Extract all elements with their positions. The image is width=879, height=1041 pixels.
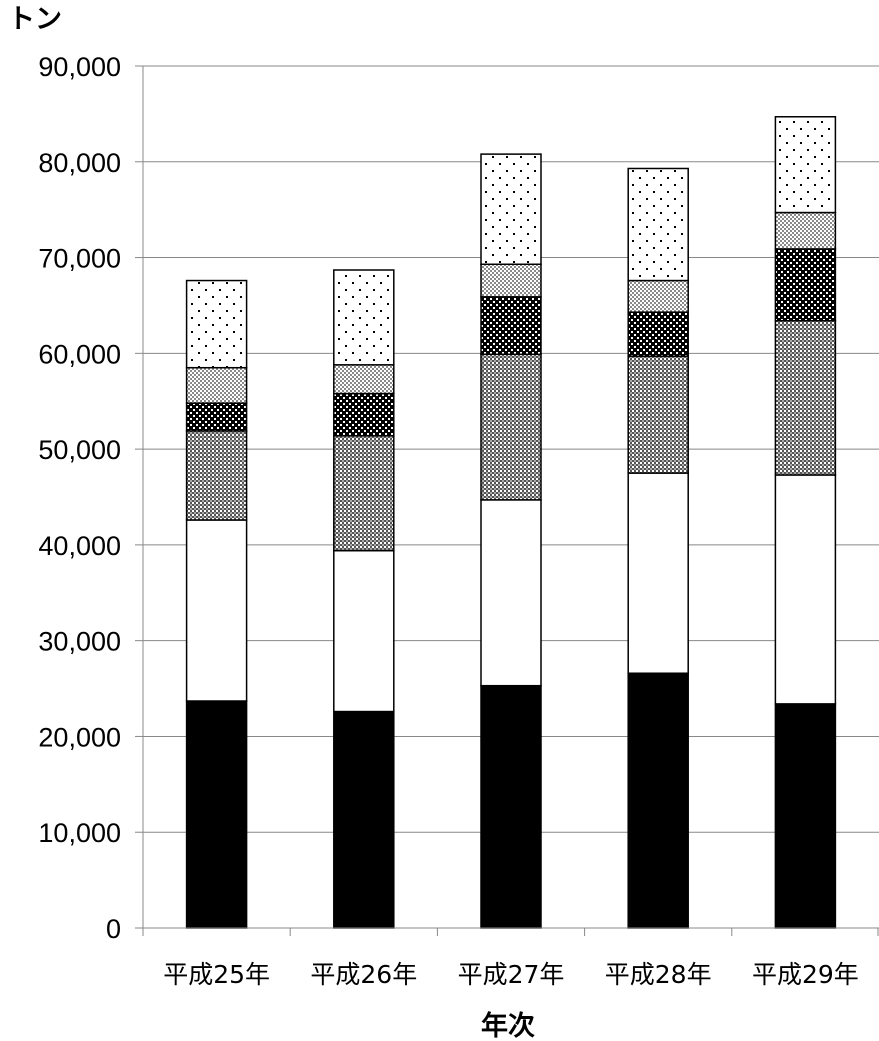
bar-segment [480, 263, 542, 298]
bar-segment [333, 269, 395, 366]
bar-segment [333, 549, 395, 713]
bar-segment [333, 434, 395, 552]
x-tick-label: 平成29年 [752, 960, 859, 989]
axes [135, 65, 879, 936]
bar-segment [627, 355, 689, 474]
bar-segment [774, 248, 837, 322]
bar-segment [185, 519, 248, 702]
y-tick-label: 40,000 [38, 531, 121, 561]
y-tick-label: 90,000 [38, 52, 121, 82]
bar-segment [480, 684, 542, 929]
bar-segment [774, 320, 837, 476]
bar-segment [774, 211, 837, 250]
bar-segment [185, 402, 248, 432]
y-tick-label: 10,000 [38, 818, 121, 848]
x-axis-title: 年次 [481, 1010, 535, 1041]
y-tick-label: 0 [106, 914, 121, 944]
bar-segment [774, 116, 837, 214]
bar-segment [627, 311, 689, 357]
y-axis-title: トン [8, 4, 62, 35]
bar-segment [185, 366, 248, 404]
y-tick-label: 50,000 [38, 435, 121, 465]
y-tick-label: 60,000 [38, 339, 121, 369]
bar-segment [480, 296, 542, 356]
bar-segment [185, 279, 248, 369]
bar-segment [627, 279, 689, 313]
y-tick-label: 70,000 [38, 244, 121, 274]
bar-segment [333, 392, 395, 437]
bars [185, 116, 837, 929]
bar-segment [480, 353, 542, 501]
y-tick-label: 30,000 [38, 627, 121, 657]
x-tick-label: 平成27年 [458, 960, 565, 989]
bar-segment [774, 474, 837, 705]
bar-segment [185, 700, 248, 929]
bar-segment [627, 167, 689, 282]
bar-segment [333, 364, 395, 395]
bar-segment [480, 499, 542, 687]
x-tick-label: 平成26年 [310, 960, 417, 989]
y-tick-label: 20,000 [38, 722, 121, 752]
bar-segment [627, 472, 689, 674]
bar-segment [774, 703, 837, 929]
x-tick-label: 平成25年 [163, 960, 270, 989]
tick-labels: 0 10,000 20,000 30,000 40,000 50,000 60,000 70,… [38, 52, 858, 989]
bar-segment [627, 672, 689, 929]
y-tick-label: 80,000 [38, 148, 121, 178]
x-tick-label: 平成28年 [605, 960, 712, 989]
bar-segment [480, 153, 542, 266]
bar-segment [333, 710, 395, 929]
bar-segment [185, 430, 248, 521]
